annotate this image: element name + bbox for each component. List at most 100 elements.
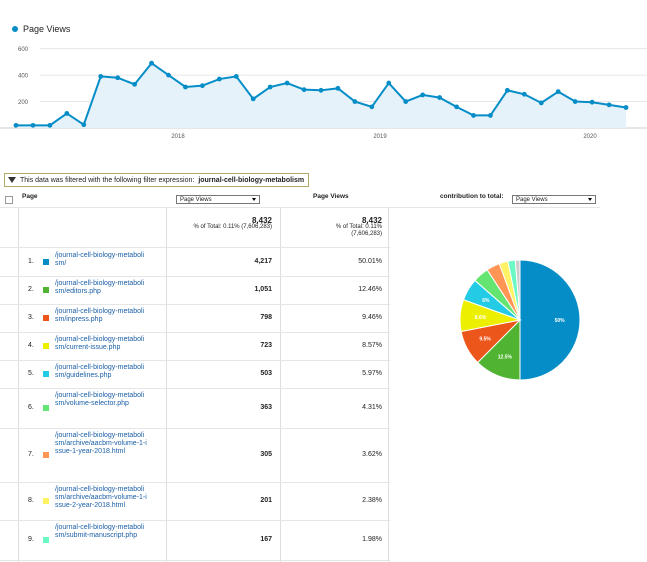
data-point bbox=[149, 60, 154, 66]
page-link[interactable]: /journal-cell-biology-metabolism/archive… bbox=[55, 432, 147, 455]
select-all-checkbox[interactable] bbox=[5, 196, 13, 204]
data-point bbox=[437, 95, 443, 100]
series-swatch bbox=[43, 259, 49, 265]
pie-slice-label: 9.5% bbox=[479, 337, 491, 343]
y-tick-label: 200 bbox=[18, 100, 29, 106]
percent-value: 2.38% bbox=[362, 497, 382, 504]
pageviews-value: 798 bbox=[260, 314, 272, 321]
row-number: 2. bbox=[28, 286, 34, 293]
pageviews-value: 723 bbox=[260, 342, 272, 349]
row-divider bbox=[0, 304, 390, 305]
table-row[interactable]: 4. /journal-cell-biology-metabolism/curre… bbox=[0, 332, 390, 360]
data-point bbox=[267, 84, 273, 90]
table-row[interactable]: 6. /journal-cell-biology-metabolism/volum… bbox=[0, 388, 390, 428]
row-number: 5. bbox=[28, 370, 34, 377]
data-point bbox=[572, 99, 578, 104]
pageviews-value: 363 bbox=[260, 404, 272, 411]
page-views-line-chart: 200 400 600 2018 2019 2020 bbox=[0, 47, 647, 140]
data-point bbox=[115, 75, 121, 81]
chart-legend[interactable]: Page Views bbox=[12, 24, 70, 34]
data-point bbox=[98, 74, 104, 79]
pageviews-value: 305 bbox=[260, 451, 272, 458]
data-point bbox=[488, 113, 493, 118]
series-swatch bbox=[43, 343, 49, 349]
pageviews-value: 167 bbox=[260, 536, 272, 543]
page-link[interactable]: /journal-cell-biology-metabolism/current… bbox=[55, 336, 145, 351]
header-divider bbox=[0, 207, 600, 208]
row-divider bbox=[0, 276, 390, 277]
row-divider bbox=[0, 388, 390, 389]
data-point bbox=[454, 104, 459, 110]
total-value: 8,432 bbox=[361, 216, 382, 225]
data-point bbox=[47, 122, 53, 128]
row-number: 8. bbox=[28, 497, 34, 504]
data-point bbox=[589, 99, 595, 105]
page-link[interactable]: /journal-cell-biology-metabolism/submit-… bbox=[55, 524, 145, 539]
pageviews-value: 1,051 bbox=[254, 286, 272, 293]
row-number: 1. bbox=[28, 258, 34, 265]
percent-value: 50.01% bbox=[358, 258, 382, 265]
table-row[interactable]: 1. /journal-cell-biology-metabolism/4,217… bbox=[0, 248, 390, 276]
data-point bbox=[81, 122, 87, 128]
table-row[interactable]: 3. /journal-cell-biology-metabolism/inpre… bbox=[0, 304, 390, 332]
page-link[interactable]: /journal-cell-biology-metabolism/ bbox=[55, 252, 145, 267]
row-number: 7. bbox=[28, 451, 34, 458]
data-point bbox=[471, 113, 476, 118]
filter-expression: journal-cell-biology-metabolism bbox=[198, 176, 305, 184]
data-point bbox=[335, 85, 341, 91]
series-color-dot bbox=[12, 26, 18, 32]
pie-slice-label: 8.6% bbox=[475, 315, 487, 321]
contribution-pie-chart: 50% 12.5% 9.5% 8.6% 6% bbox=[459, 259, 581, 381]
data-point bbox=[623, 105, 629, 110]
pageviews-column-header[interactable]: Page Views bbox=[313, 193, 349, 200]
column-divider bbox=[18, 208, 19, 562]
filter-icon bbox=[8, 177, 16, 183]
primary-metric-select[interactable]: Page Views bbox=[176, 195, 260, 204]
y-tick-label: 400 bbox=[18, 74, 29, 80]
table-row[interactable]: 9. /journal-cell-biology-metabolism/submi… bbox=[0, 520, 390, 560]
table-row[interactable]: 7. /journal-cell-biology-metabolism/archi… bbox=[0, 428, 390, 482]
pie-slice-label: 6% bbox=[482, 298, 490, 304]
total-value: 8,432 bbox=[251, 216, 272, 225]
column-divider bbox=[280, 208, 281, 562]
page-link[interactable]: /journal-cell-biology-metabolism/inpress… bbox=[55, 308, 145, 323]
series-area bbox=[16, 63, 626, 128]
total-percent: % of Total: 0.11% (7,606,283) bbox=[193, 224, 273, 230]
chevron-down-icon bbox=[588, 198, 592, 201]
percent-value: 5.97% bbox=[362, 370, 382, 377]
table-row[interactable]: 8. /journal-cell-biology-metabolism/archi… bbox=[0, 482, 390, 520]
x-tick-label: 2020 bbox=[583, 134, 597, 140]
pie-slice bbox=[514, 259, 521, 321]
page-column-header[interactable]: Page bbox=[22, 193, 38, 200]
page-link[interactable]: /journal-cell-biology-metabolism/archive… bbox=[55, 486, 147, 509]
filter-notice: This data was filtered with the followin… bbox=[4, 173, 310, 187]
series-swatch bbox=[43, 537, 49, 543]
row-divider bbox=[0, 360, 390, 361]
table-row[interactable]: 2. /journal-cell-biology-metabolism/edito… bbox=[0, 276, 390, 304]
filter-text: This data was filtered with the followin… bbox=[20, 176, 195, 184]
data-point bbox=[183, 84, 188, 90]
page-link[interactable]: /journal-cell-biology-metabolism/editors… bbox=[55, 280, 145, 295]
series-swatch bbox=[43, 315, 49, 321]
row-divider bbox=[0, 332, 390, 333]
contribution-metric-select[interactable]: Page Views bbox=[512, 195, 596, 204]
total-summary-left: 8,432 % of Total: 0.11% (7,606,283) bbox=[168, 216, 273, 231]
chevron-down-icon bbox=[252, 198, 256, 201]
row-number: 9. bbox=[28, 536, 34, 543]
row-divider bbox=[0, 560, 390, 561]
pie-slice bbox=[519, 259, 581, 381]
page-link[interactable]: /journal-cell-biology-metabolism/volume-… bbox=[55, 392, 145, 407]
data-point bbox=[13, 122, 19, 128]
percent-value: 4.31% bbox=[362, 404, 382, 411]
column-divider bbox=[388, 208, 389, 562]
row-number: 3. bbox=[28, 314, 34, 321]
data-point bbox=[166, 72, 171, 78]
data-point bbox=[521, 91, 527, 97]
series-swatch bbox=[43, 287, 49, 293]
table-row[interactable]: 5. /journal-cell-biology-metabolism/guide… bbox=[0, 360, 390, 388]
primary-metric-value: Page Views bbox=[180, 196, 212, 203]
percent-value: 3.62% bbox=[362, 451, 382, 458]
series-swatch bbox=[43, 371, 49, 377]
page-link[interactable]: /journal-cell-biology-metabolism/guideli… bbox=[55, 364, 145, 379]
data-point bbox=[318, 87, 324, 93]
